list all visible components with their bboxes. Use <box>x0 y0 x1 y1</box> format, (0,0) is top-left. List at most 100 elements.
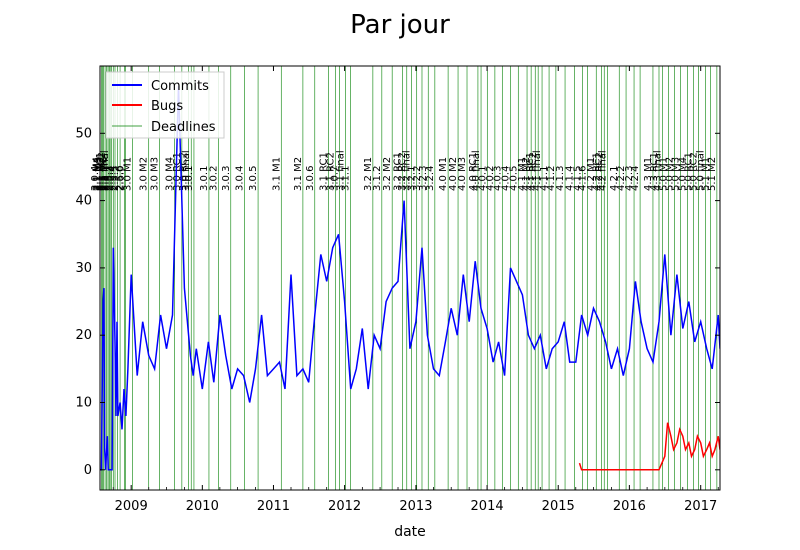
deadline-label: 4.1.1 <box>539 166 550 191</box>
y-tick-label: 20 <box>75 328 92 343</box>
deadline-label: 3.1 RC1 <box>318 152 329 191</box>
deadline-label: 4.2.2 <box>616 166 627 191</box>
y-tick-label: 50 <box>75 126 92 141</box>
deadline-label: 3.0 M3 <box>150 157 161 191</box>
deadline-label: 4.2.1 <box>609 166 620 191</box>
deadline-label: 4.2.3 <box>624 166 635 191</box>
deadline-label: 4.0 final <box>471 150 482 191</box>
deadline-label: 3.0.4 <box>234 166 245 191</box>
deadline-label: 2.5.5 <box>110 166 121 191</box>
x-axis-label: date <box>394 524 426 540</box>
x-tick-label: 2015 <box>542 499 575 514</box>
deadline-label: 4.0 M3 <box>457 157 468 191</box>
deadline-label: 3.1.2 <box>372 166 383 191</box>
legend: Commits Bugs Deadlines <box>105 71 225 139</box>
x-axis: 2009 2010 2011 2012 2013 2014 2015 2016 2017 <box>112 66 719 514</box>
deadline-label: 3.0 RC2 <box>178 152 189 191</box>
deadline-label: 4.1.5 <box>572 166 583 191</box>
deadline-label: 4.1.3 <box>555 166 566 191</box>
legend-label-bugs: Bugs <box>151 99 183 114</box>
deadline-label: 2.5.1 <box>101 166 112 191</box>
deadline-label: 5.0 RC1 <box>683 152 694 191</box>
deadline-label: 4.1 RC1 <box>525 152 536 191</box>
deadline-label: 3.2.2 <box>412 166 423 191</box>
deadline-label: 5.0 M3 <box>671 157 682 191</box>
deadline-label: 3.2 final <box>402 150 413 191</box>
deadline-label: 3.0.2 <box>209 166 220 191</box>
deadline-label: 4.1 M1 <box>517 157 528 191</box>
deadline-label: 4.2 M1 <box>586 157 597 191</box>
deadline-label: 4.3 final <box>653 150 664 191</box>
deadline-label: 3.2.3 <box>418 166 429 191</box>
deadline-label: 5.0 M2 <box>665 157 676 191</box>
deadline-label: 3.0.1 <box>199 166 210 191</box>
deadline-label: 4.0.1 <box>477 166 488 191</box>
deadline-label: 5.0 RC2 <box>688 152 699 191</box>
legend-label-commits: Commits <box>151 79 209 94</box>
x-tick-label: 2010 <box>186 499 219 514</box>
deadline-label: 3.1 RC2 <box>325 152 336 191</box>
deadline-label: 4.1.2 <box>546 166 557 191</box>
deadline-label: 3.2 RC2 <box>397 152 408 191</box>
deadline-label: 2.1 M4 <box>92 157 103 191</box>
deadline-label: 5.0 M1 <box>659 157 670 191</box>
x-tick-label: 2011 <box>257 499 290 514</box>
chart-title: Par jour <box>350 10 450 40</box>
x-tick-label: 2012 <box>328 499 361 514</box>
deadline-label: 3.0 RC1 <box>172 152 183 191</box>
deadline-label: 5.0 M4 <box>677 157 688 191</box>
deadline-label: 5.1 M1 <box>700 157 711 191</box>
deadline-label: 3.1 M2 <box>293 157 304 191</box>
deadline-label: 4.0 M1 <box>438 157 449 191</box>
deadline-label: 2.1 M3 <box>94 157 105 191</box>
y-tick-label: 30 <box>75 261 92 276</box>
deadline-label: 2.5.6 <box>115 166 126 191</box>
deadline-label: 4.2 RC2 <box>594 152 605 191</box>
deadline-label: 3.0 final <box>181 150 192 191</box>
deadline-label: 5.1 M2 <box>707 157 718 191</box>
x-tick-label: 2014 <box>471 499 504 514</box>
deadline-label: 3.0.1 <box>184 166 195 191</box>
plot-frame <box>99 65 721 491</box>
deadline-label: 3.0.5 <box>248 166 259 191</box>
deadline-label: 4.0.2 <box>485 166 496 191</box>
deadline-label: 2.5.2 <box>103 166 114 191</box>
x-tick-label: 2016 <box>613 499 646 514</box>
deadline-label: 3.0.3 <box>221 166 232 191</box>
legend-box <box>105 71 225 139</box>
deadline-label: 2.0.4 <box>90 166 101 191</box>
deadline-label: 3.1.1 <box>341 166 352 191</box>
deadline-label: 3.2 M2 <box>382 157 393 191</box>
deadline-label: 2.5 M6 <box>99 157 110 191</box>
y-tick-label: 40 <box>75 194 92 209</box>
deadline-label: 4.2 final <box>597 150 608 191</box>
deadline-label: 3.2 M1 <box>363 157 374 191</box>
deadline-label: 4.3 M1 <box>643 157 654 191</box>
deadline-label: 4.3 RC1 <box>649 152 660 191</box>
y-axis: 0 10 20 30 40 50 <box>75 126 720 478</box>
deadline-label: 2.5 M2 <box>98 157 109 191</box>
deadline-label: 5.0 final <box>695 150 706 191</box>
deadline-label: 4.0.5 <box>508 166 519 191</box>
legend-label-deadlines: Deadlines <box>151 120 216 135</box>
x-tick-label: 2013 <box>399 499 432 514</box>
y-tick-label: 10 <box>75 396 92 411</box>
deadline-label: 4.1 M2 <box>521 157 532 191</box>
deadline-label: 3.0 M2 <box>139 157 150 191</box>
deadline-label: 4.0 M2 <box>448 157 459 191</box>
deadline-label: 4.0.4 <box>500 166 511 191</box>
deadline-label: 4.1.6 <box>578 166 589 191</box>
deadline-label: 3.0.7 <box>329 166 340 191</box>
deadline-label: 4.2 RC1 <box>591 152 602 191</box>
deadline-label: 4.1 RC2 <box>528 152 539 191</box>
y-tick-label: 0 <box>84 463 92 478</box>
deadline-label: 2.1 M5 <box>92 157 103 191</box>
deadline-label: 4.1 final <box>532 150 543 191</box>
deadline-label: 3.0.6 <box>305 166 316 191</box>
deadline-label: 2.5.3 <box>105 166 116 191</box>
deadline-label: 3.2.1 <box>407 166 418 191</box>
deadline-label: 3.0 M1 <box>123 157 134 191</box>
deadline-label: 2.1 RC1 <box>95 152 106 191</box>
deadline-label: 4.1.4 <box>564 166 575 191</box>
